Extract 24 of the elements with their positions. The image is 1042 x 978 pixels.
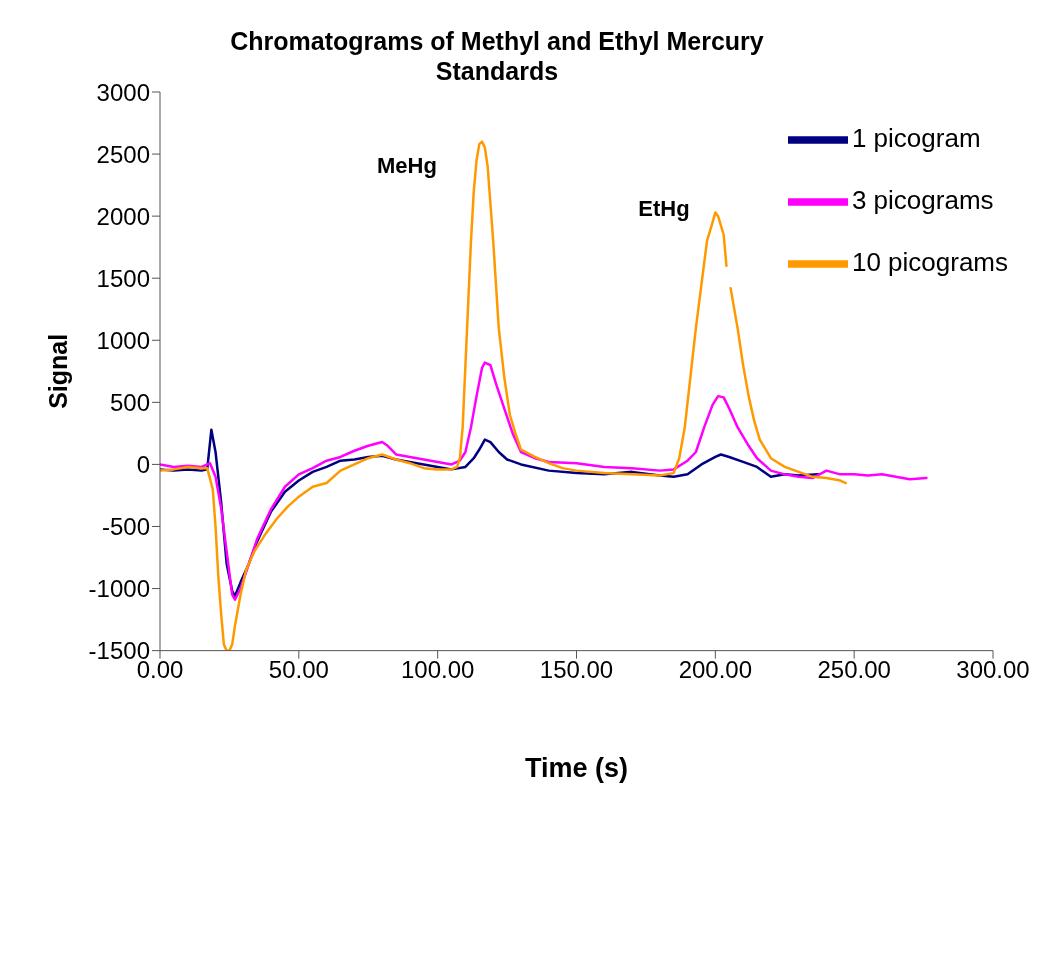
legend-label: 3 picograms (851, 185, 994, 216)
y-tick-label: -500 (101, 513, 150, 541)
x-tick-label: 50.00 (268, 655, 329, 683)
x-tick-label: 250.00 (817, 655, 891, 683)
annotation: MeHg (377, 152, 437, 178)
y-tick-label: 1000 (96, 326, 150, 354)
x-axis-title: Time (s) (524, 752, 629, 783)
y-tick-label: 1500 (96, 264, 150, 292)
y-tick-label: -1000 (88, 575, 150, 603)
legend-label: 1 picogram (851, 123, 981, 153)
chart-title: Chromatograms of Methyl and Ethyl Mercury Standards (229, 26, 765, 86)
line-series (160, 361, 928, 601)
y-tick-label: 2500 (96, 140, 150, 168)
y-tick-label: 3000 (96, 78, 150, 106)
y-tick-label: 0 (136, 450, 150, 478)
y-tick-label: 2000 (96, 202, 150, 230)
x-tick-label: 200.00 (678, 655, 753, 683)
annotation: EtHg (638, 195, 690, 221)
x-tick-label: 300.00 (956, 655, 1030, 683)
y-axis-title: Signal (43, 333, 72, 409)
y-tick-label: 500 (109, 388, 150, 416)
x-tick-label: 100.00 (400, 655, 475, 683)
legend-label: 10 picograms (851, 247, 1008, 278)
x-tick-label: 150.00 (539, 655, 614, 683)
